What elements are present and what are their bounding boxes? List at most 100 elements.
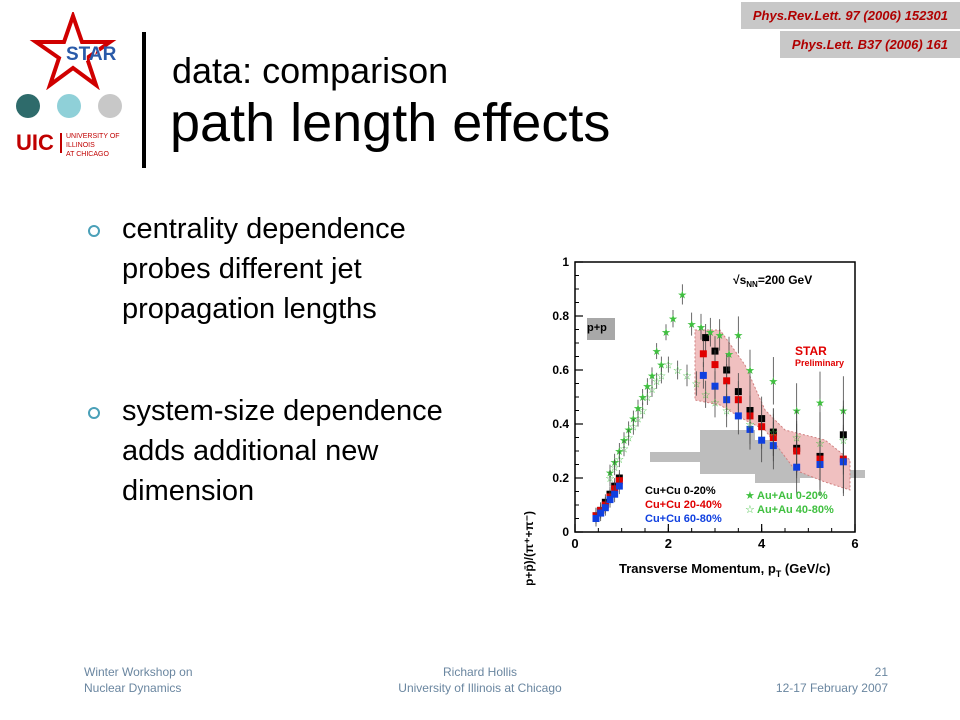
data-point-open-star: ☆ [638, 406, 648, 418]
y-tick-label: 1 [562, 255, 569, 269]
data-point-star: ★ [647, 370, 657, 382]
uic-sub-line2: AT CHICAGO [66, 151, 109, 158]
decor-dot-light [57, 94, 81, 118]
x-axis-label-main: Transverse Momentum, p [619, 561, 776, 576]
data-point-open-star: ☆ [710, 397, 720, 409]
data-point-open-star: ☆ [768, 427, 778, 439]
footer-right: 21 12-17 February 2007 [776, 664, 888, 696]
data-point-open-star: ☆ [656, 370, 666, 382]
data-point-star: ★ [705, 327, 715, 339]
data-point-star: ★ [652, 346, 662, 358]
data-point-open-star: ☆ [815, 438, 825, 450]
ratio-chart: 0 2 4 600.20.40.60.81 ★★★★★★★★★★★★★★★★ ★ ★ ★★★… [522, 255, 865, 585]
bullet-icon [88, 225, 100, 237]
data-point-open-star: ☆ [838, 435, 848, 447]
data-point-open-star: ☆ [745, 419, 755, 431]
bullet-icon [88, 407, 100, 419]
title-divider [142, 32, 146, 168]
data-point-star: ★ [733, 330, 743, 342]
data-point-open-star: ☆ [682, 370, 692, 382]
data-point-star: ★ [668, 314, 678, 326]
data-point-star: ★ [661, 327, 671, 339]
data-point-square [699, 350, 707, 358]
data-point-square [793, 463, 801, 471]
y-tick-label: 0.6 [552, 363, 569, 377]
y-tick-label: 0.2 [552, 471, 569, 485]
energy-label: √sNN=200 GeV [733, 273, 812, 289]
data-point-star: ★ [638, 392, 648, 404]
data-point-square [758, 436, 766, 444]
data-point-open-star: ☆ [624, 433, 634, 445]
x-tick-label: 6 [851, 536, 858, 551]
data-point-square [601, 504, 609, 512]
legend-auau-0-20-marker: ★ [745, 490, 755, 502]
y-axis-label: (p+p̄)/(π⁺+π⁻) [522, 511, 536, 585]
data-point-star: ★ [696, 322, 706, 334]
uic-logo-divider [60, 133, 62, 153]
data-point-square [592, 515, 600, 522]
star-preliminary-label: Preliminary [795, 358, 844, 368]
footer-left: Winter Workshop on Nuclear Dynamics [84, 664, 193, 696]
data-point-open-star: ☆ [628, 422, 638, 434]
data-point-square [711, 382, 719, 390]
uic-logo: UIC UNIVERSITY OF ILLINOIS AT CHICAGO [16, 130, 136, 159]
data-point-square [597, 509, 605, 517]
y-tick-label: 0 [562, 525, 569, 539]
footer-center: Richard Hollis University of Illinois at… [380, 664, 580, 696]
decor-dot-gray [98, 94, 122, 118]
decor-dot-dark [16, 94, 40, 118]
star-logo-graphic [29, 9, 117, 91]
energy-label-value: =200 GeV [758, 273, 812, 287]
footer-date: 12-17 February 2007 [775, 681, 888, 695]
x-axis-label: Transverse Momentum, pT (GeV/c) [619, 561, 830, 579]
reference-1: Phys.Rev.Lett. 97 (2006) 152301 [740, 2, 960, 29]
data-point-open-star: ☆ [652, 376, 662, 388]
cucu-systematic-band [694, 329, 851, 491]
data-point-square [615, 482, 623, 490]
x-axis-label-unit: (GeV/c) [781, 561, 830, 576]
data-point-square [606, 496, 614, 504]
data-point-star: ★ [745, 365, 755, 377]
data-point-square [723, 377, 731, 385]
legend-cucu-0-20: Cu+Cu 0-20% [645, 485, 716, 497]
pp-legend-box [587, 318, 615, 340]
data-point-open-star: ☆ [722, 406, 732, 418]
data-point-square [711, 361, 719, 369]
data-point-star: ★ [656, 360, 666, 372]
star-logo: STAR [28, 9, 138, 91]
data-point-open-star: ☆ [610, 462, 620, 474]
data-point-star: ★ [642, 381, 652, 393]
footer-left-line2: Nuclear Dynamics [84, 681, 182, 695]
legend-cucu-20-40: Cu+Cu 20-40% [645, 499, 722, 511]
footer-center-line1: Richard Hollis [442, 665, 518, 679]
footer-center-line2: University of Illinois at Chicago [398, 681, 562, 695]
x-tick-label: 4 [758, 536, 766, 551]
data-point-open-star: ☆ [633, 414, 643, 426]
title-line-1: data: comparison [172, 50, 449, 91]
data-point-square [699, 371, 707, 379]
data-point-open-star: ☆ [642, 392, 652, 404]
slide-number: 21 [874, 665, 888, 679]
data-point-star: ★ [724, 349, 734, 361]
data-point-star: ★ [715, 330, 725, 342]
reference-2: Phys.Lett. B37 (2006) 161 [779, 31, 960, 58]
data-point-open-star: ☆ [691, 379, 701, 391]
data-point-open-star: ☆ [792, 433, 802, 445]
pp-systematic-band [650, 430, 865, 483]
y-tick-label: 0.4 [552, 417, 569, 431]
legend-auau-40-80-marker: ☆ [745, 504, 755, 516]
x-tick-label: 0 [571, 536, 578, 551]
data-point-star: ★ [633, 403, 643, 415]
uic-sub-line1: UNIVERSITY OF ILLINOIS [66, 133, 120, 149]
uic-logo-subtitle: UNIVERSITY OF ILLINOIS AT CHICAGO [66, 132, 136, 159]
footer-left-line1: Winter Workshop on [84, 665, 193, 679]
energy-label-sub: NN [746, 280, 758, 289]
data-point-open-star: ☆ [701, 389, 711, 401]
legend-cucu-60-80: Cu+Cu 60-80% [645, 513, 722, 525]
data-point-star: ★ [687, 319, 697, 331]
data-point-open-star: ☆ [673, 365, 683, 377]
bullet-text-1: centrality dependence probes different j… [122, 213, 406, 325]
uic-logo-text: UIC [16, 130, 54, 155]
data-point-open-star: ☆ [647, 384, 657, 396]
star-logo-text: STAR [66, 44, 117, 65]
